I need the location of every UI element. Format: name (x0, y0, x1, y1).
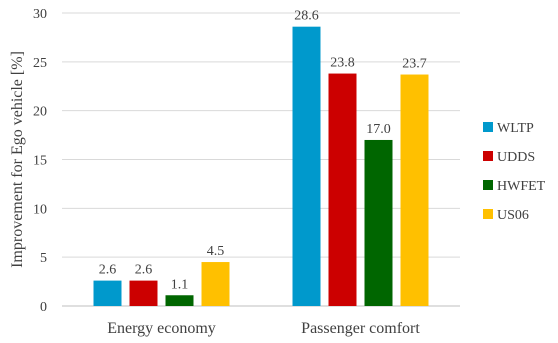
bars (93, 26, 429, 306)
legend-swatch (483, 180, 493, 190)
data-labels: 2.6 2.6 1.1 4.5 28.6 23.8 17.0 23.7 (99, 9, 427, 293)
bar-wltp-1 (292, 26, 321, 306)
x-category-label: Passenger comfort (301, 320, 420, 337)
bar-hwfet-1 (364, 139, 393, 306)
bar-udds-0 (129, 280, 158, 306)
bar-us06-1 (400, 74, 429, 306)
y-tick-label: 10 (33, 202, 47, 217)
legend-label: WLTP (497, 121, 534, 136)
bar-wltp-0 (93, 280, 122, 306)
x-axis-categories: Energy economy Passenger comfort (107, 320, 420, 337)
legend-label: US06 (497, 208, 529, 223)
bar-hwfet-0 (165, 295, 194, 306)
data-label: 4.5 (207, 244, 225, 259)
legend-swatch (483, 122, 493, 132)
y-tick-label: 25 (33, 56, 47, 71)
legend-label: UDDS (497, 150, 535, 165)
y-tick-label: 15 (33, 154, 47, 169)
bar-us06-0 (201, 262, 230, 306)
bar-udds-1 (328, 73, 357, 306)
data-label: 23.7 (402, 57, 427, 72)
data-label: 17.0 (366, 122, 391, 137)
legend-swatch (483, 151, 493, 161)
y-tick-label: 20 (33, 105, 47, 120)
y-tick-label: 30 (33, 7, 47, 22)
legend-swatch (483, 209, 493, 219)
data-label: 23.8 (330, 56, 355, 71)
y-axis-ticks: 0 5 10 15 20 25 30 (33, 7, 47, 315)
y-axis-title: Improvement for Ego vehicle [%] (9, 51, 26, 268)
y-tick-label: 5 (40, 251, 47, 266)
x-category-label: Energy economy (107, 320, 216, 337)
data-label: 2.6 (99, 263, 117, 278)
legend-label: HWFET (497, 179, 546, 194)
legend: WLTP UDDS HWFET US06 (483, 121, 546, 223)
data-label: 1.1 (171, 277, 189, 292)
data-label: 2.6 (135, 263, 153, 278)
data-label: 28.6 (294, 9, 319, 24)
gridlines (62, 12, 460, 307)
y-tick-label: 0 (40, 300, 47, 315)
